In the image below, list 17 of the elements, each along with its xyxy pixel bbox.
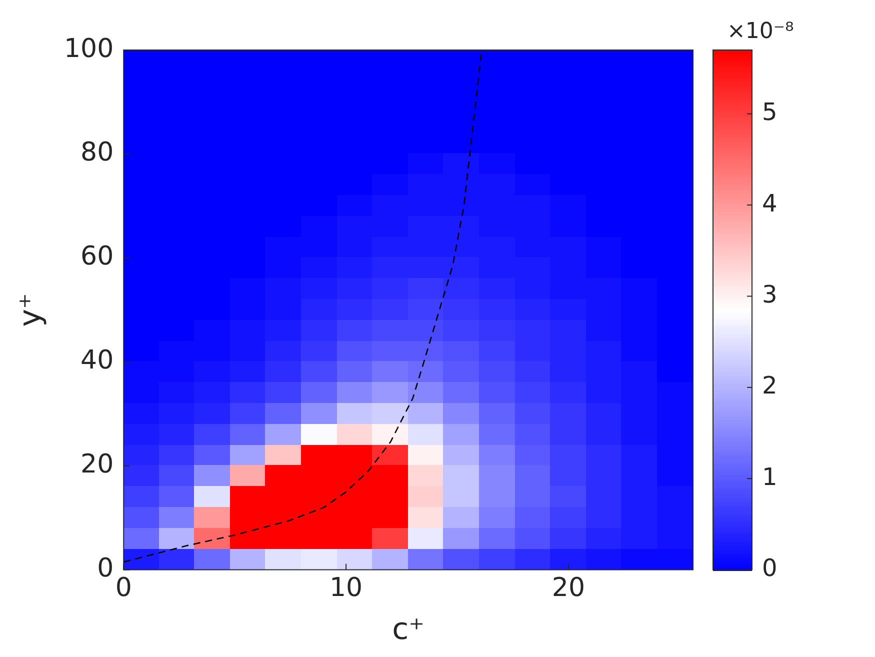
color-bar-label: 4 <box>762 189 778 218</box>
y-tick-label: 40 <box>80 346 114 376</box>
color-bar-label: 2 <box>762 372 778 400</box>
y-tick-label: 20 <box>80 450 114 480</box>
x-axis-title: c⁺ <box>392 612 424 647</box>
color-bar-label: 5 <box>762 98 778 126</box>
y-tick-label: 100 <box>64 34 114 64</box>
color-bar-label: 0 <box>762 554 778 582</box>
y-tick-label: 60 <box>80 242 114 272</box>
color-bar-title: ×10⁻⁸ <box>727 19 794 44</box>
x-tick-label: 10 <box>329 573 363 604</box>
y-tick-label: 0 <box>97 554 114 584</box>
color-bar-label: 3 <box>762 280 778 308</box>
y-tick-label: 80 <box>80 138 114 168</box>
color-bar-label: 1 <box>762 462 778 491</box>
x-tick-label: 20 <box>552 573 585 604</box>
y-axis-title: y⁺ <box>12 293 48 327</box>
